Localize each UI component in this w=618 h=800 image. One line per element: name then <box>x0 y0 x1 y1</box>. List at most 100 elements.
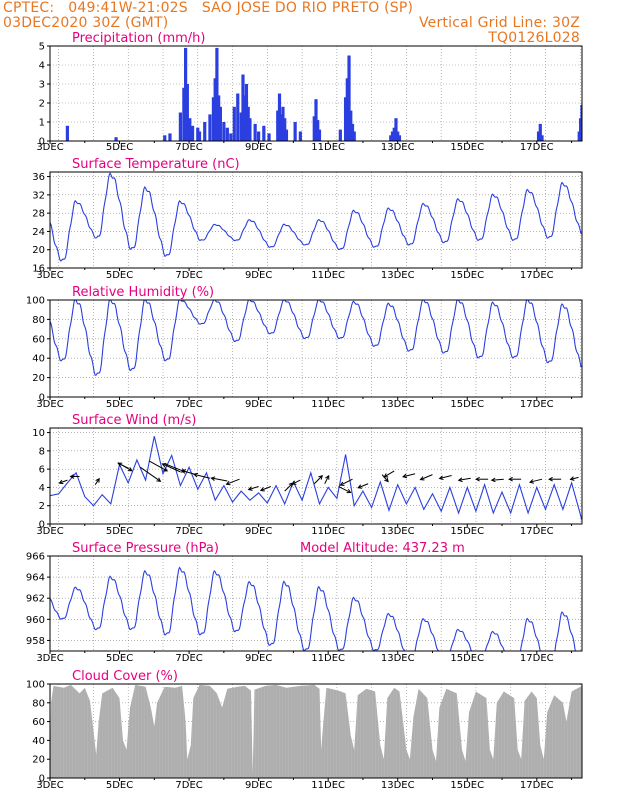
wind-arrow-head <box>95 477 100 483</box>
precip-bar <box>281 106 285 141</box>
x-tick-label: 15DEC <box>450 653 484 664</box>
rh-panel: 0 20 40 60 80 100 3DEC 5DEC 7DEC 9DEC 11DEC 13DEC 15… <box>26 285 583 410</box>
precip-bar <box>168 133 172 141</box>
station-title: CPTEC: 049:41W-21:02S SAO JOSE DO RIO PR… <box>3 0 414 16</box>
precip-bar <box>277 93 282 141</box>
precip-bar <box>267 133 271 141</box>
precip-bar <box>244 84 249 141</box>
y-tick-label: 964 <box>26 573 45 584</box>
y-tick-label: 960 <box>26 615 45 626</box>
x-tick-label: 15DEC <box>450 780 484 791</box>
y-tick-label: 0 <box>39 393 45 404</box>
wind-arrow <box>340 478 353 486</box>
pressure-subtitle: Model Altitude: 437.23 m <box>300 541 465 556</box>
precip-bar <box>312 116 316 141</box>
precip-bar <box>284 129 289 141</box>
y-tick-label: 3 <box>39 80 45 91</box>
wind-arrow-head <box>318 475 323 480</box>
precip-bar <box>347 55 351 141</box>
temp-title: Surface Temperature (nC) <box>72 157 240 172</box>
x-tick-label: 9DEC <box>245 653 272 664</box>
precip-bar <box>538 123 542 141</box>
precip-bar <box>283 118 287 141</box>
wind-arrow-head <box>457 477 463 483</box>
x-tick-label: 9DEC <box>245 526 272 537</box>
wind-arrow <box>357 483 369 489</box>
wind-arrow-head <box>127 467 133 472</box>
y-tick-label: 2 <box>39 99 45 110</box>
x-tick-label: 13DEC <box>381 653 415 664</box>
x-tick-label: 7DEC <box>175 653 202 664</box>
y-tick-label: 60 <box>32 334 45 345</box>
x-tick-label: 9DEC <box>245 399 272 410</box>
x-tick-label: 5DEC <box>106 270 133 281</box>
x-tick-label: 17DEC <box>520 780 554 791</box>
precip-bar <box>246 106 250 141</box>
wind-arrow-head <box>508 476 513 482</box>
precip-bar <box>190 125 195 141</box>
precip-bar <box>178 112 182 141</box>
wind-arrow <box>570 476 579 480</box>
y-tick-label: 60 <box>32 717 45 728</box>
precip-bar <box>208 114 212 141</box>
x-tick-label: 3DEC <box>36 399 63 410</box>
rh-line <box>50 300 582 376</box>
x-tick-label: 15DEC <box>450 526 484 537</box>
wind-arrow-head <box>383 473 389 478</box>
wind-arrow-head <box>192 472 198 478</box>
precip-bar <box>394 118 398 141</box>
x-tick-label: 13DEC <box>381 399 415 410</box>
header: CPTEC: 049:41W-21:02S SAO JOSE DO RIO PR… <box>0 0 618 46</box>
wind-arrow <box>59 479 68 484</box>
wind-arrow-head <box>156 477 162 482</box>
wind-arrow-head <box>259 487 265 492</box>
x-tick-label: 11DEC <box>311 780 345 791</box>
x-tick-label: 7DEC <box>175 526 202 537</box>
y-tick-label: 80 <box>32 315 45 326</box>
x-tick-label: 17DEC <box>520 270 554 281</box>
wind-arrow <box>402 473 416 478</box>
x-tick-label: 3DEC <box>36 270 63 281</box>
temp-data <box>50 172 582 262</box>
precip-bar <box>392 127 396 141</box>
grid-note: Vertical Grid Line: 30Z <box>418 15 580 31</box>
x-tick-label: 11DEC <box>311 399 345 410</box>
wind-arrow-head <box>163 467 169 472</box>
precip-bar <box>225 127 229 141</box>
x-tick-label: 5DEC <box>106 653 133 664</box>
precip-bar <box>196 127 200 141</box>
pressure-data <box>50 566 576 651</box>
x-tick-label: 13DEC <box>381 526 415 537</box>
x-tick-label: 17DEC <box>520 653 554 664</box>
precip-title: Precipitation (mm/h) <box>72 31 205 46</box>
x-tick-label: 9DEC <box>245 270 272 281</box>
precip-bar <box>65 125 69 141</box>
wind-arrow-head <box>210 476 216 481</box>
wind-arrow-head <box>346 488 352 494</box>
precip-bar <box>241 74 245 141</box>
y-tick-label: 6 <box>39 465 45 476</box>
wind-arrow <box>458 477 471 481</box>
rh-frame <box>49 299 583 398</box>
wind-arrow-head <box>58 479 64 485</box>
precip-bar <box>236 93 240 141</box>
wind-arrow <box>491 478 504 481</box>
precip-bar <box>243 95 247 141</box>
x-tick-label: 5DEC <box>106 399 133 410</box>
x-tick-label: 13DEC <box>381 142 415 153</box>
wind-line <box>50 436 582 521</box>
y-tick-label: 0 <box>39 774 45 785</box>
precip-bar <box>184 47 188 141</box>
precip-frame <box>49 45 583 142</box>
y-tick-label: 2 <box>39 501 45 512</box>
x-tick-label: 15DEC <box>450 270 484 281</box>
y-tick-label: 0 <box>39 137 45 148</box>
precip-bar <box>203 122 207 141</box>
precip-bar <box>114 137 118 141</box>
precip-bar <box>397 135 402 141</box>
rh-title: Relative Humidity (%) <box>72 285 214 300</box>
wind-title: Surface Wind (m/s) <box>72 413 196 428</box>
precip-bar <box>262 125 266 141</box>
wind-arrow <box>211 477 228 482</box>
x-tick-label: 11DEC <box>311 653 345 664</box>
